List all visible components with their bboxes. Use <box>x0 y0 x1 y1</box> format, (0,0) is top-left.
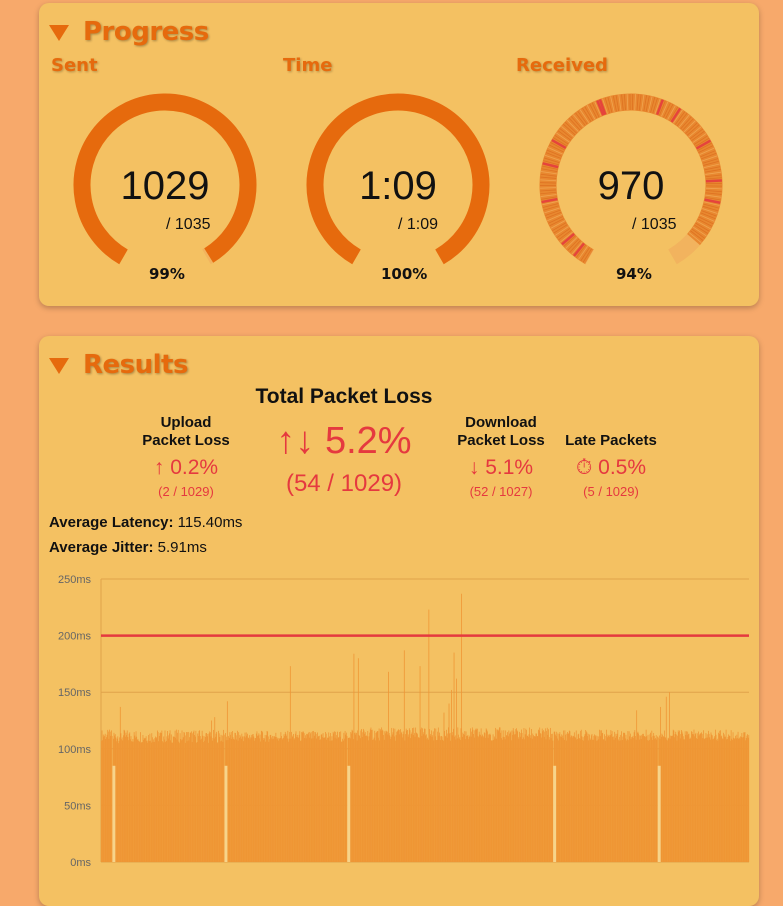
late-packets-detail: (5 / 1029) <box>556 484 666 499</box>
average-latency-label: Average Latency: <box>49 514 174 531</box>
progress-toggle[interactable]: Progress <box>49 15 209 49</box>
download-heading-line2: Packet Loss <box>446 432 556 450</box>
up-down-arrows-icon: ↑↓ <box>276 420 314 462</box>
y-tick-label: 200ms <box>58 631 92 643</box>
late-packets-percent: 0.5% <box>598 456 646 479</box>
progress-panel: Progress Sent Time Received 1029 / 1035 … <box>39 3 759 306</box>
upload-loss-percent: 0.2% <box>170 456 218 479</box>
time-value: 1:09 <box>303 164 493 209</box>
received-percent: 94% <box>616 265 652 283</box>
upload-loss-heading: Upload Packet Loss <box>131 414 241 450</box>
up-arrow-icon: ↑ <box>154 456 165 479</box>
gap-marker <box>658 766 661 862</box>
time-gauge: 1:09 / 1:09 100% <box>303 90 493 280</box>
received-total: / 1035 <box>632 216 676 234</box>
average-latency: Average Latency: 115.40ms <box>49 514 242 531</box>
late-packets-heading: Late Packets <box>556 432 666 449</box>
total-loss-percent: 5.2% <box>325 420 412 462</box>
time-total: / 1:09 <box>398 216 438 234</box>
total-loss-detail: (54 / 1029) <box>249 470 439 498</box>
sent-total: / 1035 <box>166 216 210 234</box>
gap-marker <box>112 766 115 862</box>
sent-value: 1029 <box>70 164 260 209</box>
average-jitter-value: 5.91ms <box>158 539 207 556</box>
y-tick-label: 250ms <box>58 574 92 586</box>
download-loss-detail: (52 / 1027) <box>446 484 556 499</box>
latency-bar <box>748 735 749 862</box>
received-value: 970 <box>536 164 726 209</box>
sent-percent: 99% <box>149 265 185 283</box>
y-tick-label: 50ms <box>64 800 91 812</box>
download-loss-heading: Download Packet Loss <box>446 414 556 450</box>
download-loss-percent: 5.1% <box>485 456 533 479</box>
results-title: Results <box>83 350 188 380</box>
download-heading-line1: Download <box>446 414 556 432</box>
received-gauge: 970 / 1035 94% <box>536 90 726 280</box>
time-percent: 100% <box>381 265 427 283</box>
sent-gauge: 1029 / 1035 99% <box>70 90 260 280</box>
y-tick-label: 150ms <box>58 687 92 699</box>
results-toggle[interactable]: Results <box>49 348 188 382</box>
gap-marker <box>347 766 350 862</box>
upload-loss-detail: (2 / 1029) <box>131 484 241 499</box>
average-jitter: Average Jitter: 5.91ms <box>49 539 207 556</box>
received-label: Received <box>516 55 608 76</box>
upload-heading-line2: Packet Loss <box>131 432 241 450</box>
upload-heading-line1: Upload <box>131 414 241 432</box>
average-jitter-label: Average Jitter: <box>49 539 154 556</box>
y-tick-label: 100ms <box>58 744 92 756</box>
collapse-triangle-icon <box>49 358 69 374</box>
total-loss-value: ↑↓ 5.2% <box>249 420 439 463</box>
y-tick-label: 0ms <box>70 857 91 869</box>
results-panel: Results Total Packet Loss ↑↓ 5.2% (54 / … <box>39 336 759 906</box>
down-arrow-icon: ↓ <box>469 456 480 479</box>
stopwatch-icon: ⏱ <box>576 456 592 479</box>
collapse-triangle-icon <box>49 25 69 41</box>
total-loss-heading: Total Packet Loss <box>229 385 459 409</box>
gap-marker <box>553 766 556 862</box>
upload-loss-value: ↑ 0.2% <box>131 456 241 480</box>
latency-chart: 0ms 50ms 100ms 150ms 200ms 250ms <box>39 566 759 906</box>
progress-title: Progress <box>83 17 209 47</box>
late-packets-value: ⏱ 0.5% <box>556 456 666 480</box>
gap-marker <box>224 766 227 862</box>
download-loss-value: ↓ 5.1% <box>446 456 556 480</box>
sent-label: Sent <box>51 55 98 76</box>
average-latency-value: 115.40ms <box>178 514 243 531</box>
time-label: Time <box>283 55 332 76</box>
